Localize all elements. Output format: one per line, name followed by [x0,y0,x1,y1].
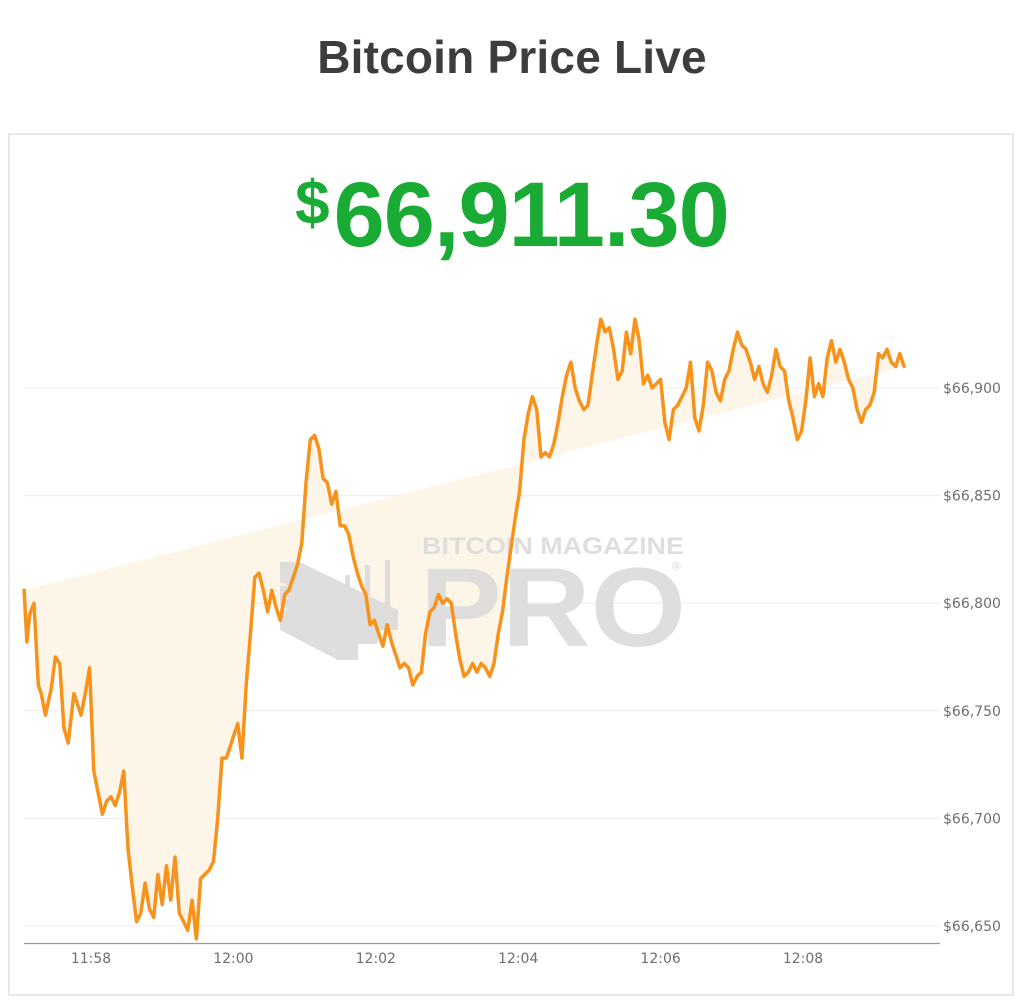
watermark-registered-mark: ® [672,559,681,573]
x-tick-label: 12:00 [213,951,253,967]
current-price: $66,911.30 [0,163,1024,268]
price-value: 66,911.30 [333,164,730,266]
y-tick-label: $66,900 [943,381,1001,397]
y-tick-label: $66,650 [943,919,1001,935]
y-tick-label: $66,850 [943,489,1001,505]
x-tick-label: 11:58 [71,951,111,967]
price-line[interactable] [22,317,906,941]
watermark-top-text: BITCOIN MAGAZINE [422,533,684,560]
x-tick-label: 12:02 [356,951,396,967]
price-area-fill [24,319,905,939]
x-tick-label: 12:06 [640,951,680,967]
page-title: Bitcoin Price Live [317,31,707,83]
watermark-main-text: PRO [420,545,686,670]
watermark: BITCOIN MAGAZINE PRO ® [280,533,686,670]
x-tick-label: 12:04 [498,951,538,967]
y-tick-label: $66,800 [943,596,1001,612]
y-tick-label: $66,700 [943,811,1001,827]
currency-symbol: $ [295,169,330,238]
y-axis-labels: $66,650 $66,700 $66,750 $66,800 $66,850 $66,9… [943,381,1001,935]
x-axis-labels: 11:58 12:00 12:02 12:04 12:06 12:08 [71,951,823,967]
y-tick-label: $66,750 [943,704,1001,720]
x-tick-label: 12:08 [783,951,823,967]
